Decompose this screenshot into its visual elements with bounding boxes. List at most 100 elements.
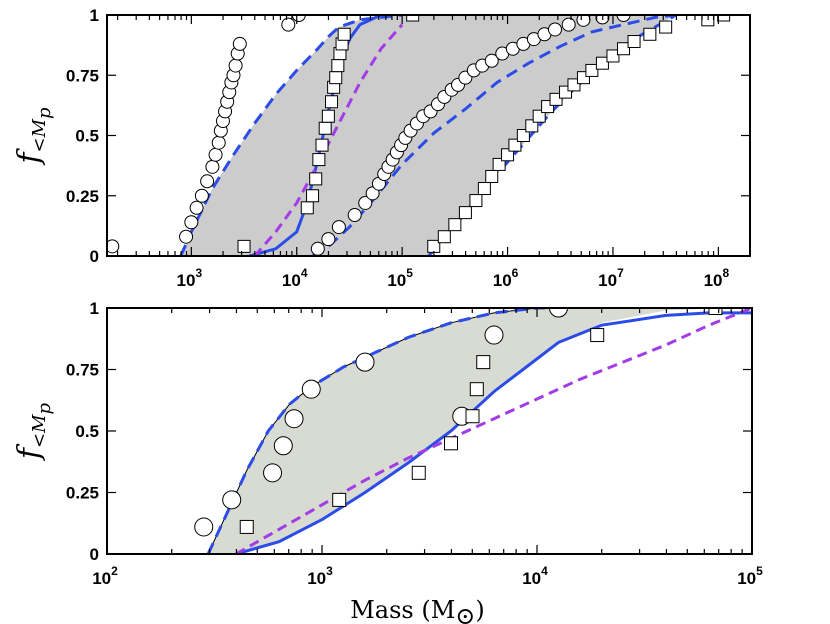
x-tick-label: 106 [493, 266, 519, 290]
square-marker [469, 194, 483, 208]
circle-marker [211, 135, 226, 150]
square-marker [411, 465, 426, 480]
circle-marker [484, 53, 499, 68]
x-axis-label-sub: ⊙ [455, 602, 475, 624]
y-axis-label: f<Mp [12, 402, 55, 461]
x-tick-label: 104 [522, 564, 548, 588]
circle-marker [194, 188, 209, 203]
y-tick-label: 0 [90, 247, 99, 266]
circle-marker [107, 239, 120, 254]
square-marker [485, 169, 499, 183]
x-tick-exponent: 6 [512, 266, 519, 280]
x-tick-label: 105 [387, 266, 413, 290]
top-panel: 0 0.25 0.5 0.75 1 103 104 105 106 107 108 f<Mp [12, 6, 751, 290]
square-marker [508, 138, 522, 152]
square-marker [448, 218, 462, 232]
circle-marker [561, 17, 576, 32]
x-tick-exponent: 5 [756, 564, 763, 578]
x-tick-exponent: 5 [406, 266, 413, 280]
square-marker [309, 172, 323, 186]
square-marker [617, 42, 631, 56]
circle-marker [291, 15, 306, 22]
top-markers [107, 15, 731, 256]
square-marker [329, 71, 343, 85]
x-tick-label: 103 [307, 564, 333, 588]
band-left [180, 15, 677, 256]
square-marker [444, 436, 458, 451]
square-marker [321, 109, 335, 123]
circle-marker [347, 208, 362, 223]
blue-solid-line [248, 15, 382, 256]
bottom-curves [206, 308, 752, 554]
circle-marker [194, 517, 214, 537]
square-marker [643, 27, 657, 41]
x-tick-exponent: 3 [195, 266, 202, 280]
circle-marker [547, 22, 562, 37]
y-tick-label: 0.25 [66, 187, 99, 206]
y-tick-label: 1 [90, 6, 99, 25]
circle-marker [222, 490, 242, 510]
circle-marker [200, 174, 215, 189]
y-axis-label-subsub: p [34, 402, 55, 414]
square-marker [318, 121, 332, 135]
square-marker [300, 201, 314, 215]
circle-marker [358, 195, 373, 210]
bottom-markers [194, 308, 723, 537]
circle-marker [232, 36, 247, 51]
circle-marker [273, 436, 293, 456]
square-marker [501, 148, 515, 162]
square-marker [717, 15, 731, 22]
square-marker [306, 189, 320, 203]
square-marker [606, 49, 620, 63]
x-tick-label: 105 [737, 564, 763, 588]
square-marker [492, 157, 506, 171]
square-marker [525, 119, 539, 133]
blue-solid-line [235, 311, 752, 554]
x-tick-exponent: 8 [722, 266, 729, 280]
blue-dashed-mid [311, 15, 677, 256]
purple-dashed-line [235, 308, 752, 554]
bottom-band [208, 308, 720, 554]
square-marker [237, 239, 251, 253]
circle-marker [484, 325, 504, 345]
blue-dashed-low [179, 15, 403, 256]
square-marker [627, 35, 641, 49]
circle-marker [355, 352, 375, 372]
y-tick-label: 0.5 [75, 422, 99, 441]
x-axis-label: Mass (M⊙) [350, 596, 485, 624]
square-marker [315, 138, 329, 152]
y-axis-label-sub: <M [29, 414, 50, 448]
square-marker [325, 95, 339, 109]
circle-marker [184, 215, 199, 230]
circle-marker [208, 147, 223, 162]
y-axis-label: f<Mp [12, 107, 55, 166]
circle-marker [616, 15, 631, 22]
square-marker [532, 109, 546, 123]
top-band [180, 15, 677, 256]
x-axis-label-close: ) [475, 596, 484, 624]
square-marker [595, 56, 609, 70]
x-tick-label: 107 [598, 266, 624, 290]
square-marker [708, 308, 723, 315]
x-tick-label: 104 [282, 266, 308, 290]
circle-marker [331, 220, 346, 235]
x-tick-label: 108 [704, 266, 730, 290]
y-axis-label-subsub: p [34, 107, 55, 119]
square-marker [516, 129, 530, 142]
circle-marker [365, 186, 380, 201]
y-tick-label: 0.5 [75, 127, 99, 146]
circle-marker [189, 200, 204, 215]
square-marker [585, 63, 599, 77]
blue-dashed-line [206, 308, 559, 554]
square-marker [469, 382, 484, 397]
circle-marker [284, 409, 304, 429]
y-tick-label: 0 [90, 545, 99, 564]
circle-marker [321, 232, 336, 247]
square-marker [465, 409, 480, 424]
square-marker [437, 230, 451, 244]
circle-marker [549, 308, 568, 318]
circle-marker [205, 159, 220, 174]
x-tick-exponent: 7 [617, 266, 624, 280]
square-marker [239, 519, 254, 534]
